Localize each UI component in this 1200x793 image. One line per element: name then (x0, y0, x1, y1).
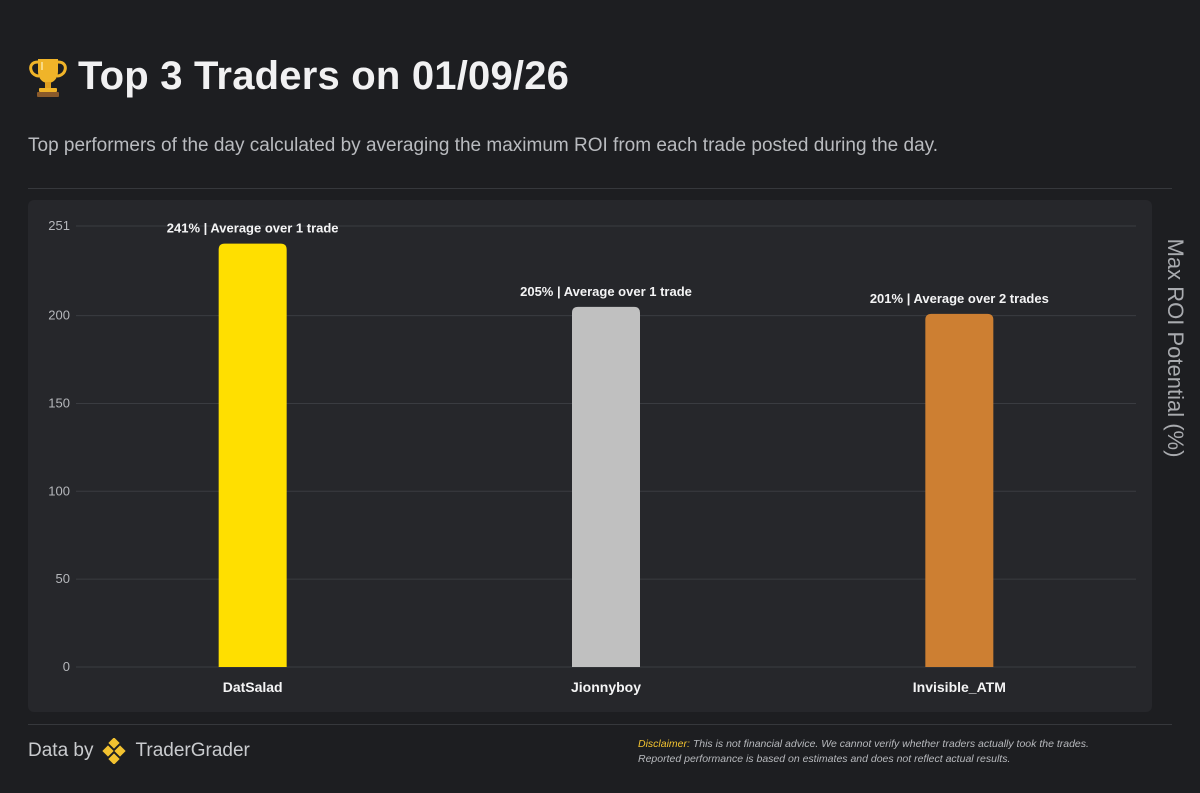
disclaimer-line-1: Disclaimer: This is not financial advice… (638, 737, 1089, 752)
tradergrader-logo-icon (102, 738, 127, 764)
page-title: Top 3 Traders on 01/09/26 (78, 54, 570, 98)
bar (218, 243, 287, 668)
disclaimer: Disclaimer: This is not financial advice… (638, 737, 1089, 767)
y-tick-label: 100 (48, 483, 70, 498)
x-tick-label: Jionnyboy (571, 679, 641, 695)
disclaimer-text-1: This is not financial advice. We cannot … (692, 738, 1089, 750)
bar-data-label: 241% | Average over 1 trade (167, 221, 339, 236)
bar-chart: 0 50 100 150 200 251 241% | Average over 1 tra… (48, 218, 1136, 695)
title-row: Top 3 Traders on 01/09/26 (28, 54, 1172, 99)
x-tick-label: Invisible_ATM (913, 679, 1006, 695)
y-tick-label: 251 (48, 218, 70, 233)
disclaimer-line-2: Reported performance is based on estimat… (638, 753, 1011, 765)
y-tick-label: 0 (63, 659, 70, 674)
x-tick-label: DatSalad (223, 679, 283, 695)
y-tick-label: 150 (48, 395, 70, 410)
top-divider (28, 188, 1172, 189)
y-tick-label: 200 (48, 308, 70, 323)
brand-name: TraderGrader (135, 740, 250, 761)
y-tick-label: 50 (56, 571, 70, 586)
page-subtitle: Top performers of the day calculated by … (28, 135, 939, 156)
data-by-label: Data by (28, 740, 94, 761)
bar-data-label: 205% | Average over 1 trade (520, 284, 692, 299)
bar (572, 306, 640, 667)
bar (925, 313, 994, 667)
bar-data-label: 201% | Average over 2 trades (870, 291, 1049, 306)
header: Top 3 Traders on 01/09/26 (28, 54, 1172, 99)
disclaimer-label: Disclaimer: (638, 738, 690, 750)
bottom-divider (28, 724, 1172, 725)
footer-attribution: Data by TraderGrader (28, 738, 250, 764)
trophy-icon (29, 58, 67, 97)
y-axis-title: Max ROI Potential (%) (1163, 238, 1188, 458)
chart-panel: 0 50 100 150 200 251 241% | Average over 1 tra… (28, 200, 1152, 712)
